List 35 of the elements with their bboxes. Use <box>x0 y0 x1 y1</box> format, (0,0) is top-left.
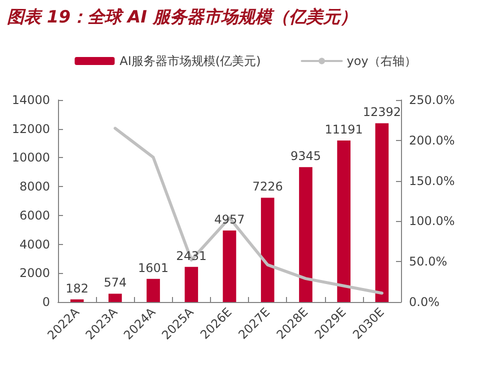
bar <box>70 299 84 302</box>
bar <box>222 230 236 302</box>
chart-title: 图表 19：全球 AI 服务器市场规模（亿美元） <box>7 6 357 28</box>
y-tick-label: 12000 <box>12 122 50 136</box>
bar <box>337 140 351 302</box>
data-label: 9345 <box>290 149 321 164</box>
y-tick-label: 10000 <box>12 150 50 165</box>
y2-tick-label: 0.0% <box>409 295 440 309</box>
y2-tick-label: 250.0% <box>409 93 455 107</box>
y-tick-label: 6000 <box>19 208 50 222</box>
y-tick-label: 2000 <box>19 266 50 280</box>
data-label: 182 <box>66 281 89 296</box>
data-label: 4957 <box>214 212 245 226</box>
data-label: 2431 <box>176 248 207 263</box>
y2-tick-label: 50.0% <box>409 254 448 269</box>
y-tick-label: 14000 <box>12 93 50 107</box>
bar <box>260 198 274 302</box>
bar <box>108 294 122 302</box>
y-tick-label: 0 <box>42 295 50 309</box>
y2-tick-label: 200.0% <box>409 133 455 148</box>
bar <box>299 167 312 302</box>
bar <box>375 123 389 302</box>
legend-label: yoy（右轴） <box>346 54 416 68</box>
legend-label: AI服务器市场规模(亿美元) <box>120 54 261 68</box>
data-label: 574 <box>104 276 127 290</box>
bar <box>146 278 160 302</box>
y-tick-label: 4000 <box>19 237 50 252</box>
data-label: 7226 <box>252 180 283 194</box>
data-label: 11191 <box>324 122 363 137</box>
y2-tick-label: 150.0% <box>409 174 455 188</box>
bar <box>184 266 198 302</box>
data-label: 12392 <box>362 105 402 120</box>
y2-tick-label: 100.0% <box>409 214 455 228</box>
y-tick-label: 8000 <box>19 180 50 194</box>
data-label: 1601 <box>138 260 169 275</box>
